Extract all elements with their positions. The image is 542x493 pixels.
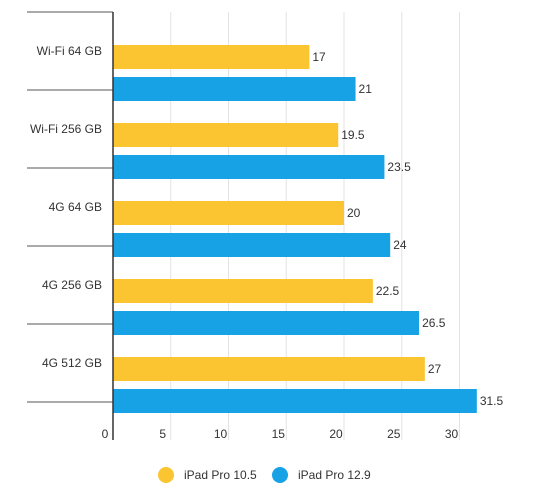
x-tick-labels: 0 5 10 15 20 25 30 (102, 427, 459, 441)
category-label: Wi-Fi 256 GB (30, 122, 102, 136)
category-labels: Wi-Fi 64 GB Wi-Fi 256 GB 4G 64 GB 4G 256 GB… (30, 44, 102, 370)
bar (113, 201, 344, 225)
legend-label: iPad Pro 10.5 (184, 468, 257, 482)
data-label: 19.5 (341, 128, 365, 142)
legend: iPad Pro 10.5 iPad Pro 12.9 (158, 467, 371, 483)
bar (113, 357, 425, 381)
x-tick-label: 25 (387, 427, 401, 441)
category-label: 4G 64 GB (49, 200, 102, 214)
data-label: 22.5 (376, 284, 400, 298)
legend-label: iPad Pro 12.9 (298, 468, 371, 482)
x-tick-label: 15 (272, 427, 286, 441)
data-label: 31.5 (480, 394, 504, 408)
x-tick-label: 10 (214, 427, 228, 441)
data-label: 26.5 (422, 316, 446, 330)
data-label: 20 (347, 206, 361, 220)
data-label: 27 (428, 362, 442, 376)
legend-marker (158, 467, 174, 483)
data-label: 17 (312, 50, 326, 64)
bar (113, 279, 373, 303)
data-label: 23.5 (387, 160, 411, 174)
x-tick-label: 20 (329, 427, 343, 441)
bar (113, 123, 339, 147)
x-tick-label: 30 (445, 427, 459, 441)
x-tick-label: 0 (102, 427, 109, 441)
bars (113, 45, 477, 413)
data-labels: 17 21 19.5 23.5 20 24 22.5 26.5 27 31.5 (312, 50, 503, 408)
bar (113, 233, 391, 257)
data-label: 24 (393, 238, 407, 252)
category-label: 4G 512 GB (42, 356, 102, 370)
category-label: Wi-Fi 64 GB (37, 44, 102, 58)
bar (113, 77, 356, 101)
x-tick-label: 5 (159, 427, 166, 441)
bar (113, 389, 477, 413)
category-separators (27, 11, 113, 403)
legend-marker (272, 467, 288, 483)
bar (113, 311, 420, 335)
data-label: 21 (359, 82, 373, 96)
category-label: 4G 256 GB (42, 278, 102, 292)
bar (113, 155, 385, 179)
bar (113, 45, 310, 69)
